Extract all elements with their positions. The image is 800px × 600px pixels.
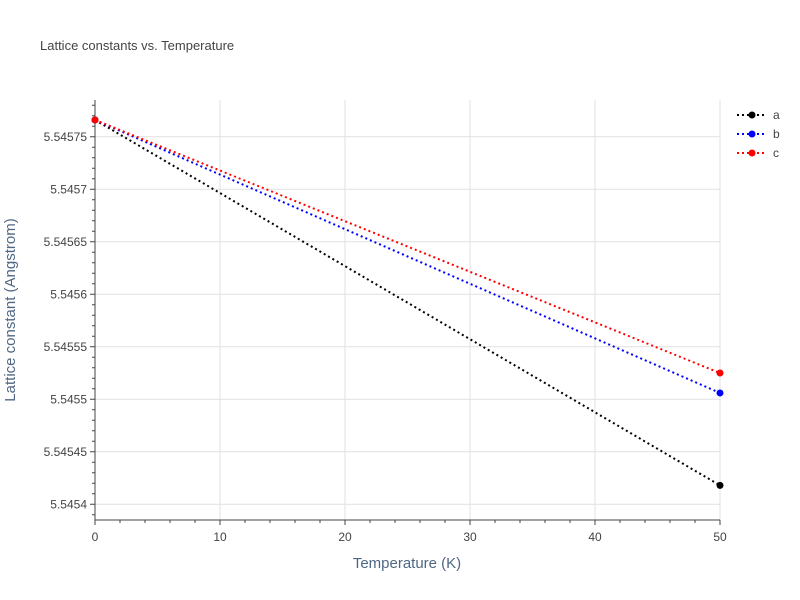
x-tick-label: 20 — [338, 530, 352, 544]
series-line-a — [94, 119, 721, 487]
y-axis-label: Lattice constant (Angstrom) — [2, 218, 19, 401]
y-tick-label: 5.54565 — [44, 235, 88, 249]
x-tick-label: 30 — [463, 530, 477, 544]
y-tick-label: 5.54545 — [44, 445, 88, 459]
legend-item-b[interactable]: b — [737, 127, 780, 141]
x-tick-label: 40 — [588, 530, 602, 544]
legend: abc — [737, 108, 780, 160]
y-tick-label: 5.5457 — [50, 182, 87, 196]
data-point-c — [91, 116, 99, 124]
legend-marker — [748, 111, 756, 119]
y-tick-label: 5.54555 — [44, 340, 88, 354]
legend-label: a — [773, 108, 780, 122]
y-tick-label: 5.5456 — [50, 287, 87, 301]
series-lines — [91, 116, 724, 489]
chart-title: Lattice constants vs. Temperature — [40, 38, 234, 53]
y-tick-label: 5.5454 — [50, 497, 87, 511]
legend-marker — [748, 130, 756, 138]
x-tick-label: 0 — [92, 530, 99, 544]
data-point-a — [716, 481, 724, 489]
grid-lines — [95, 100, 721, 520]
series-line-c — [94, 119, 721, 374]
legend-label: b — [773, 127, 780, 141]
y-tick-label: 5.5455 — [50, 392, 87, 406]
legend-label: c — [773, 146, 779, 160]
legend-item-c[interactable]: c — [737, 146, 779, 160]
legend-item-a[interactable]: a — [737, 108, 780, 122]
y-tick-label: 5.54575 — [44, 130, 88, 144]
data-point-b — [716, 389, 724, 397]
tick-labels: 0 10 20 30 40 50 5.5454 5.54545 5.5455 5.54555 5.5… — [44, 130, 727, 544]
legend-marker — [748, 149, 756, 157]
data-point-c — [716, 369, 724, 377]
x-tick-label: 50 — [713, 530, 727, 544]
x-axis-label: Temperature (K) — [353, 555, 461, 572]
axes — [90, 100, 721, 525]
series-line-b — [94, 119, 721, 394]
x-tick-label: 10 — [213, 530, 227, 544]
